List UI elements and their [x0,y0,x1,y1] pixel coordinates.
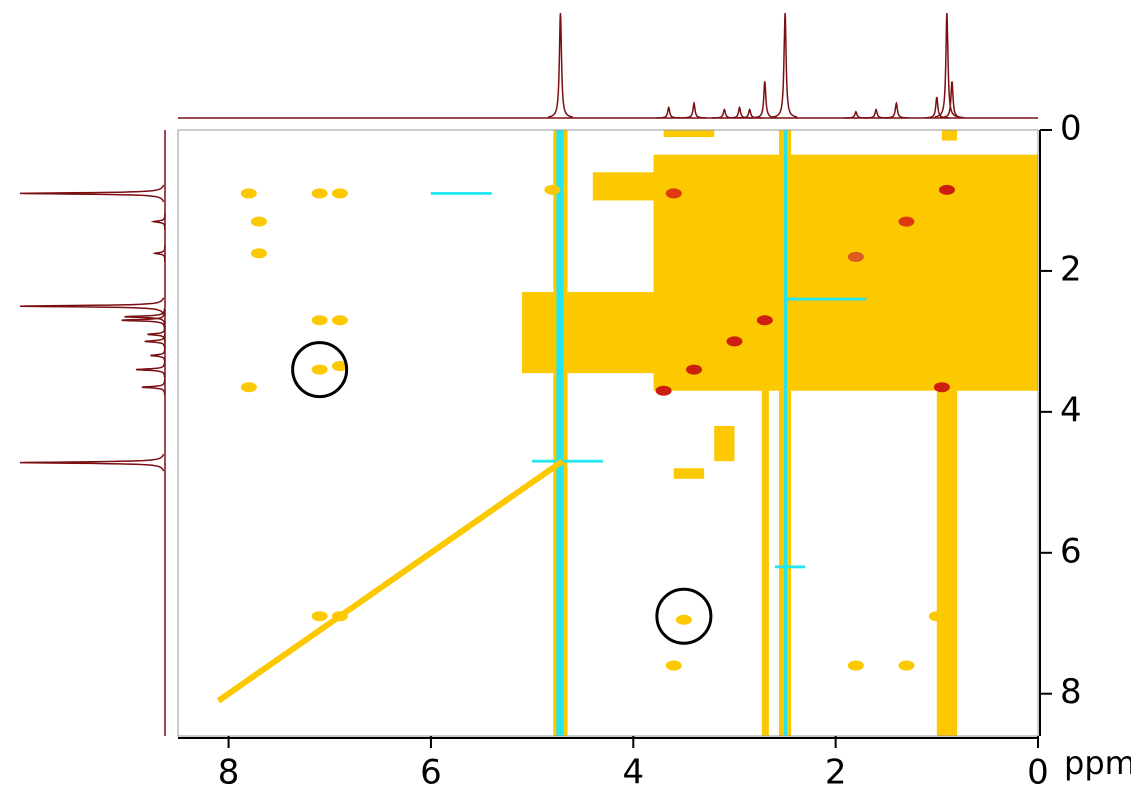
x-tick-label: 8 [218,753,240,785]
cross-peak [331,315,348,326]
projection-peak [150,213,166,231]
projection-peak [883,101,909,119]
cross-peak [331,611,348,622]
cross-peak [544,184,561,195]
contour-region [653,154,1038,391]
projection-peak [864,108,889,119]
contour-region [761,390,769,736]
projection-peak [727,105,752,119]
cross-peak [726,336,743,347]
cross-peak [250,216,267,227]
projection-peak [19,453,165,472]
cross-peak [311,611,328,622]
cross-peak [665,660,682,671]
contour-region [556,130,564,736]
highlight-circle [291,341,349,399]
x-tick-label: 0 [1027,753,1049,785]
projection-peak [752,81,777,119]
projection-peak [656,105,681,119]
cross-peak [847,660,864,671]
contour-region [522,292,654,374]
projection-peak [737,108,762,119]
cross-peak [250,248,267,259]
projection-peak [681,100,707,119]
cross-peak [311,315,328,326]
contour-region [663,130,715,138]
x-tick-label: 4 [622,753,644,785]
cross-peak [898,660,915,671]
cross-peak [675,614,692,625]
cross-peak [331,361,348,372]
contour-region [774,565,806,569]
cross-peak [240,188,257,199]
y-tick-label: 8 [1060,672,1082,712]
projection-peak [135,361,166,378]
cross-peak [331,188,348,199]
projection-peak [19,297,165,315]
contour-region [936,390,958,736]
y-tick-label: 2 [1060,249,1082,289]
contour-region [673,468,705,479]
projection-peak [152,244,166,262]
diagonal [216,458,565,704]
cross-peak [655,385,672,396]
cross-peak [933,382,950,393]
projection-peak [548,12,573,118]
x-tick-label: 2 [825,753,847,785]
projection-peak [772,12,798,118]
x-axis-label: ppm [1064,744,1131,782]
highlight-circle [655,587,713,645]
contour-region [785,297,866,301]
projection-peak [141,378,166,396]
cross-peak [898,216,915,227]
contour-region [784,130,788,736]
cross-peak [574,350,591,361]
projection-peak [924,96,949,119]
cross-peak [311,188,328,199]
cross-peak [311,364,328,375]
projection-peak [843,110,868,119]
contour-region [532,459,603,463]
cross-peak [847,251,864,262]
projection-peak [712,108,737,119]
y-tick-label: 4 [1060,390,1082,430]
projection-peak [934,12,960,118]
plot-frame [177,129,1039,737]
y-tick-label: 0 [1060,109,1082,149]
projection-peak [124,308,166,326]
projection-peak [150,346,166,365]
contour-region [941,130,958,141]
contour-region [430,192,492,195]
contour-region [714,425,735,462]
cross-peak [928,611,945,622]
projection-peak [19,184,165,203]
cross-peak [756,315,773,326]
cross-peak [938,184,955,195]
cross-peak [240,382,257,393]
projection-peak [147,325,166,343]
cross-peak [686,364,702,375]
contour-region [678,200,745,215]
x-tick-label: 6 [420,753,442,785]
cross-peak [665,188,682,199]
y-tick-label: 6 [1060,531,1082,571]
